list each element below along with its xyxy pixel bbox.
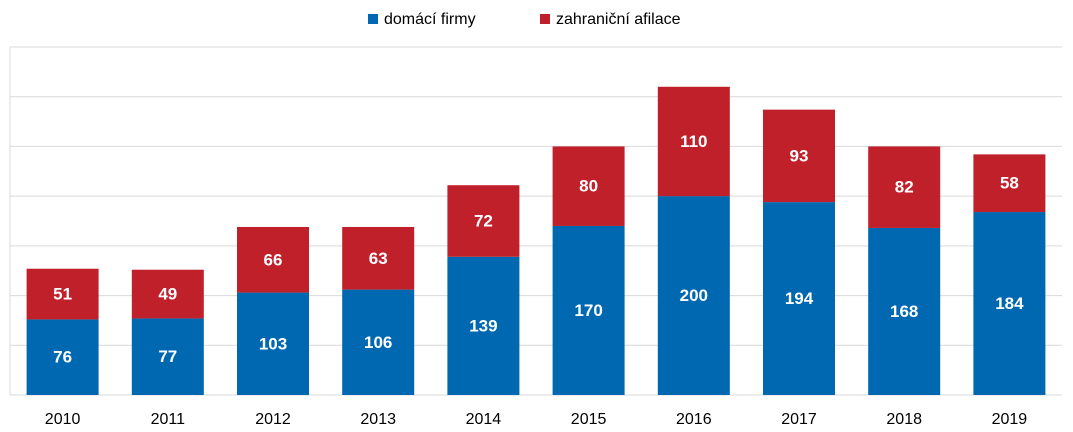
legend-label: domácí firmy [384, 11, 476, 28]
bar-segment [973, 154, 1046, 213]
x-tick-label: 2016 [676, 411, 712, 428]
data-label: 80 [579, 177, 598, 196]
data-label: 58 [1000, 174, 1019, 193]
x-tick-label: 2017 [781, 411, 817, 428]
bar-segment [868, 146, 941, 228]
x-tick-label: 2018 [886, 411, 922, 428]
data-label: 106 [364, 333, 392, 352]
data-label: 170 [574, 301, 602, 320]
bar-segment [342, 226, 415, 290]
bar-segment [973, 212, 1046, 395]
data-label: 66 [264, 250, 283, 269]
data-label: 110 [680, 132, 707, 151]
bar-segment [552, 146, 625, 226]
bar-segment [26, 319, 99, 395]
data-label: 51 [53, 285, 72, 304]
data-label: 49 [158, 285, 177, 304]
x-tick-label: 2019 [992, 411, 1028, 428]
data-label: 77 [158, 347, 177, 366]
bar-segment [552, 225, 625, 395]
bar-segment [447, 185, 520, 257]
x-tick-label: 2011 [151, 411, 186, 428]
legend-swatch [540, 14, 550, 24]
x-tick-label: 2014 [466, 411, 502, 428]
bar-segment [763, 109, 835, 203]
bar-segment [763, 202, 835, 395]
data-label: 103 [259, 334, 287, 353]
data-label: 184 [995, 294, 1024, 313]
bar-segment [26, 268, 99, 320]
bar-segment [657, 86, 730, 197]
legend-swatch [368, 14, 378, 24]
data-label: 139 [469, 316, 497, 335]
data-label: 93 [790, 146, 809, 165]
bar-segment [131, 318, 204, 395]
bar-segment [237, 226, 309, 293]
x-tick-label: 2013 [360, 411, 396, 428]
data-label: 63 [369, 249, 388, 268]
data-label: 82 [895, 178, 914, 197]
bar-segment [342, 289, 415, 395]
bar-segment [868, 227, 941, 395]
legend-label: zahraniční afilace [556, 11, 681, 28]
data-label: 194 [785, 289, 814, 308]
bar-segment [447, 256, 520, 395]
data-label: 76 [53, 348, 72, 367]
bar-segment [657, 196, 730, 395]
data-label: 168 [890, 302, 918, 321]
bar-segment [131, 269, 204, 319]
bar-segment [237, 292, 309, 395]
x-tick-label: 2010 [45, 411, 81, 428]
data-label: 200 [680, 286, 708, 305]
data-label: 72 [474, 211, 493, 230]
x-tick-label: 2015 [571, 411, 607, 428]
x-tick-label: 2012 [255, 411, 291, 428]
